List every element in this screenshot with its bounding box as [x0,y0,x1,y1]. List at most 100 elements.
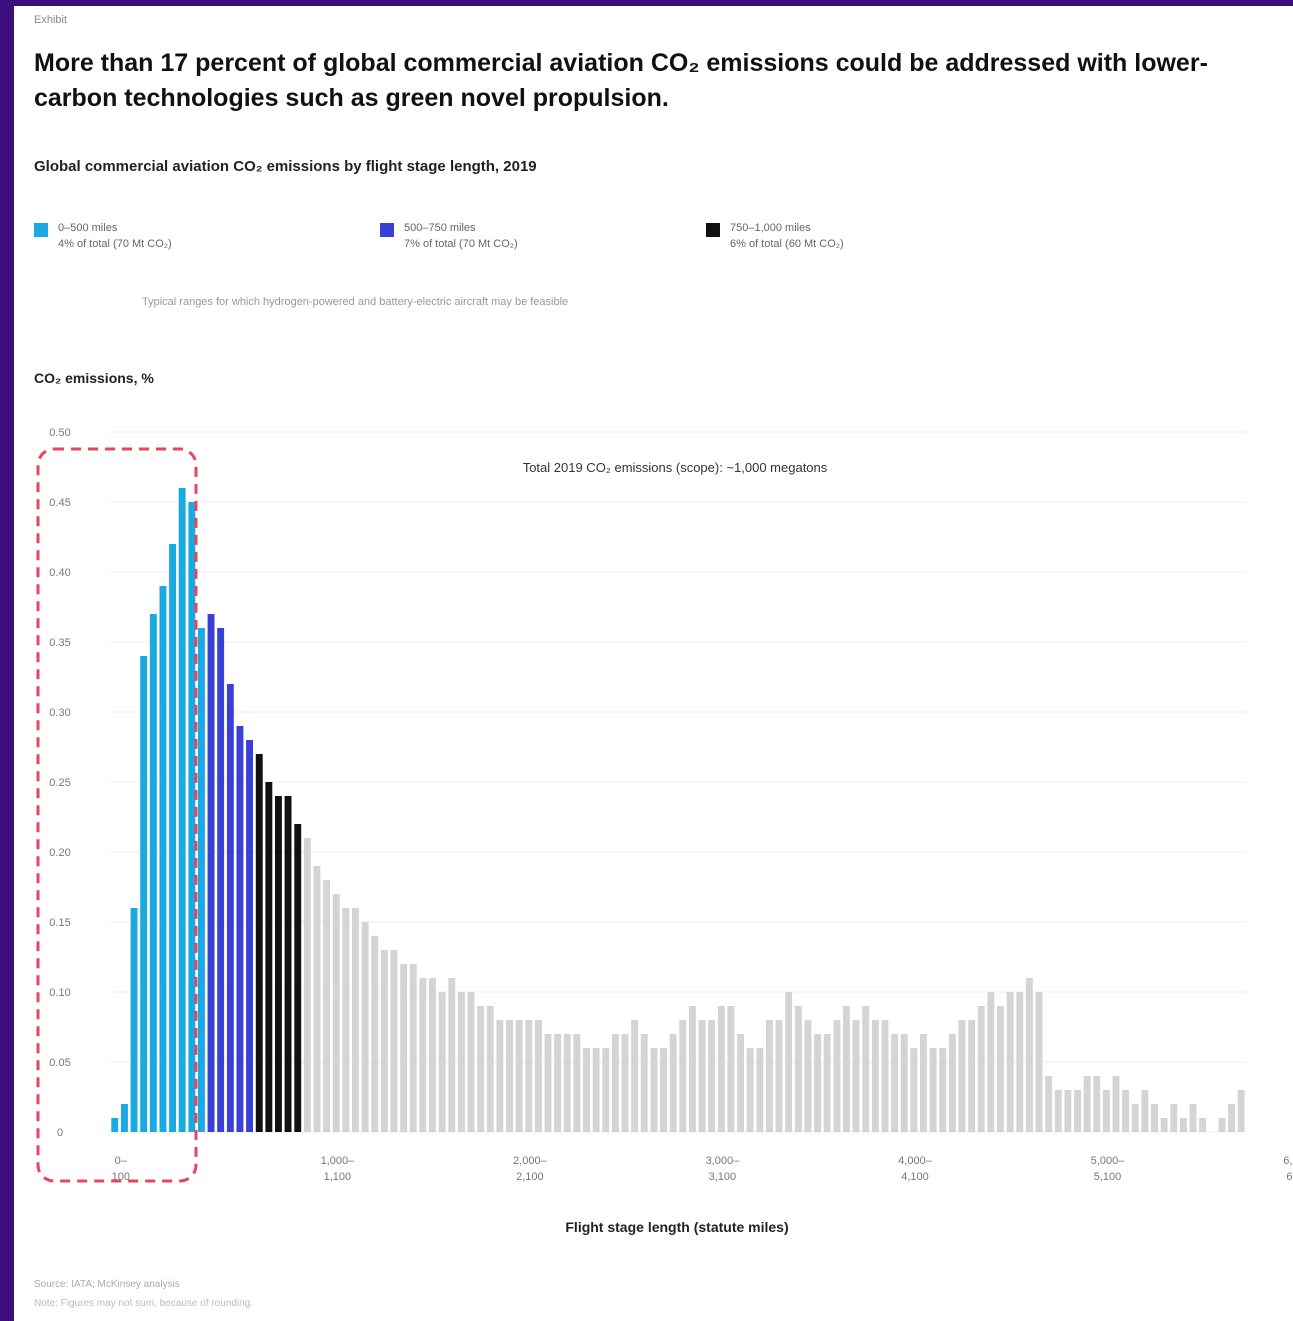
bar [717,1006,725,1132]
bar [1189,1104,1197,1132]
x-tick-label: 1,000– 1,100 [321,1155,356,1183]
bar [265,782,273,1132]
bar [640,1034,648,1132]
bar [361,922,369,1132]
y-tick-label: 0 [57,1127,63,1139]
bar [400,964,408,1132]
bar [1160,1118,1168,1132]
legend-500-750-share: 7% of total (70 Mt CO₂) [404,238,518,250]
legend-500-750-range: 500–750 miles [404,222,476,234]
bar [958,1020,966,1132]
x-tick-label: 6,000–6,100 [1283,1155,1293,1183]
bar [621,1034,629,1132]
bar [294,824,302,1132]
bar [486,1006,494,1132]
bar [275,796,282,1132]
y-tick-label: 0.25 [49,777,70,789]
bar [438,992,446,1132]
footnote-source: Source: IATA; McKinsey analysis [34,1279,180,1290]
bar [332,894,340,1132]
bar [178,488,186,1132]
bar [207,614,215,1132]
bar [169,544,176,1132]
bar [1102,1090,1110,1132]
bar [862,1006,870,1132]
bar [920,1034,927,1132]
y-tick-label: 0.30 [49,707,70,719]
bar [1122,1090,1130,1132]
bar [563,1034,571,1132]
bar [1151,1104,1158,1132]
y-tick-label: 0.50 [49,427,70,439]
bar [236,726,244,1132]
bar [352,908,359,1132]
legend-750-1000-range: 750–1,000 miles [730,222,811,234]
legend-swatch-0-500 [34,223,48,237]
bar [448,978,456,1132]
bar [987,992,995,1132]
bar [515,1020,523,1132]
bar [583,1048,590,1132]
bar [602,1048,610,1132]
bar [159,586,167,1132]
bar [698,1020,706,1132]
y-tick-label: 0.45 [49,497,70,509]
bar [1228,1104,1235,1132]
x-tick-label: 4,000– 4,100 [898,1155,933,1183]
y-tick-label: 0.10 [49,987,70,999]
bar [1237,1090,1245,1132]
bar [775,1020,783,1132]
bar [429,978,436,1132]
bar [217,628,225,1132]
bar [1180,1118,1187,1132]
bar [968,1020,976,1132]
bar [814,1034,821,1132]
chart-headline: More than 17 percent of global commercia… [34,49,1208,112]
bar [506,1020,513,1132]
bar [785,992,793,1132]
legend-750-1000-share: 6% of total (60 Mt CO₂) [730,238,844,250]
bar [573,1034,581,1132]
bar [1045,1076,1053,1132]
bar [140,656,148,1132]
bar [1131,1104,1139,1132]
bar [746,1048,754,1132]
bar [226,684,234,1132]
bar [1083,1076,1091,1132]
bar [794,1006,802,1132]
bar [1054,1090,1062,1132]
bar [766,1020,773,1132]
bar [871,1020,879,1132]
bar [554,1034,562,1132]
legend-note: Typical ranges for which hydrogen-powere… [142,296,569,308]
bar [679,1020,687,1132]
bar-chart: 0 0.05 0.10 0.15 0.20 0.25 0.30 0.35 0.40 0.45 0.5… [36,427,1293,1235]
bar [1170,1104,1178,1132]
legend-0-500-share: 4% of total (70 Mt CO₂) [58,238,172,250]
short-haul-highlight-box [36,447,198,1183]
legend-swatch-750-1000 [706,223,720,237]
bar [881,1020,889,1132]
bar [727,1006,735,1132]
bar [669,1034,677,1132]
chart-card: Exhibit More than 17 percent of global c… [14,6,1293,1321]
bar [929,1048,937,1132]
bar [303,838,311,1132]
x-tick-label: 5,000– 5,100 [1091,1155,1126,1183]
y-axis-label: CO₂ emissions, % [34,370,154,386]
bar [1016,992,1024,1132]
bar [323,880,330,1132]
bar [121,1104,128,1132]
footnote-note: Note: Figures may not sum, because of ro… [34,1298,254,1309]
bar [255,754,263,1132]
x-tick-label: 0– 100 [112,1155,130,1183]
chart-total-annotation: Total 2019 CO₂ emissions (scope): ~1,000… [523,460,828,475]
exhibit-label: Exhibit [34,14,68,26]
bar [149,614,157,1132]
bar [409,964,417,1132]
bar [1112,1076,1120,1132]
y-tick-label: 0.20 [49,847,70,859]
bar [130,908,138,1132]
bar [660,1048,667,1132]
legend-0-500-range: 0–500 miles [58,222,118,234]
